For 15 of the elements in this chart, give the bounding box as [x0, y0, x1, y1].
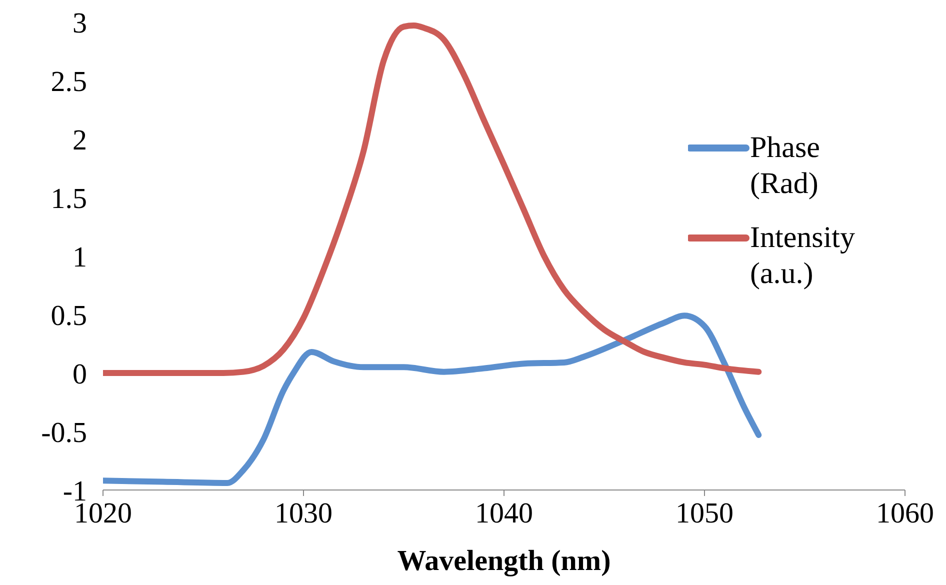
- y-tick-label: 3: [72, 7, 87, 40]
- x-axis-title: Wavelength (nm): [397, 545, 611, 577]
- legend-label: Intensity (a.u.): [750, 220, 856, 292]
- legend-label: Phase (Rad): [750, 130, 821, 202]
- x-tick-label: 1030: [274, 498, 332, 530]
- y-tick-label: 0: [72, 358, 87, 390]
- y-tick-label: 2: [72, 124, 87, 156]
- y-tick-label: 0.5: [50, 300, 87, 332]
- x-tick-label: 1050: [676, 498, 734, 530]
- x-tick-label: 1060: [876, 498, 934, 530]
- y-tick-label: 2.5: [50, 66, 87, 98]
- y-tick-label: -0.5: [41, 416, 87, 449]
- y-tick-label: 1.5: [50, 182, 87, 215]
- x-tick-label: 1040: [475, 498, 533, 530]
- y-tick-label: 1: [72, 241, 87, 274]
